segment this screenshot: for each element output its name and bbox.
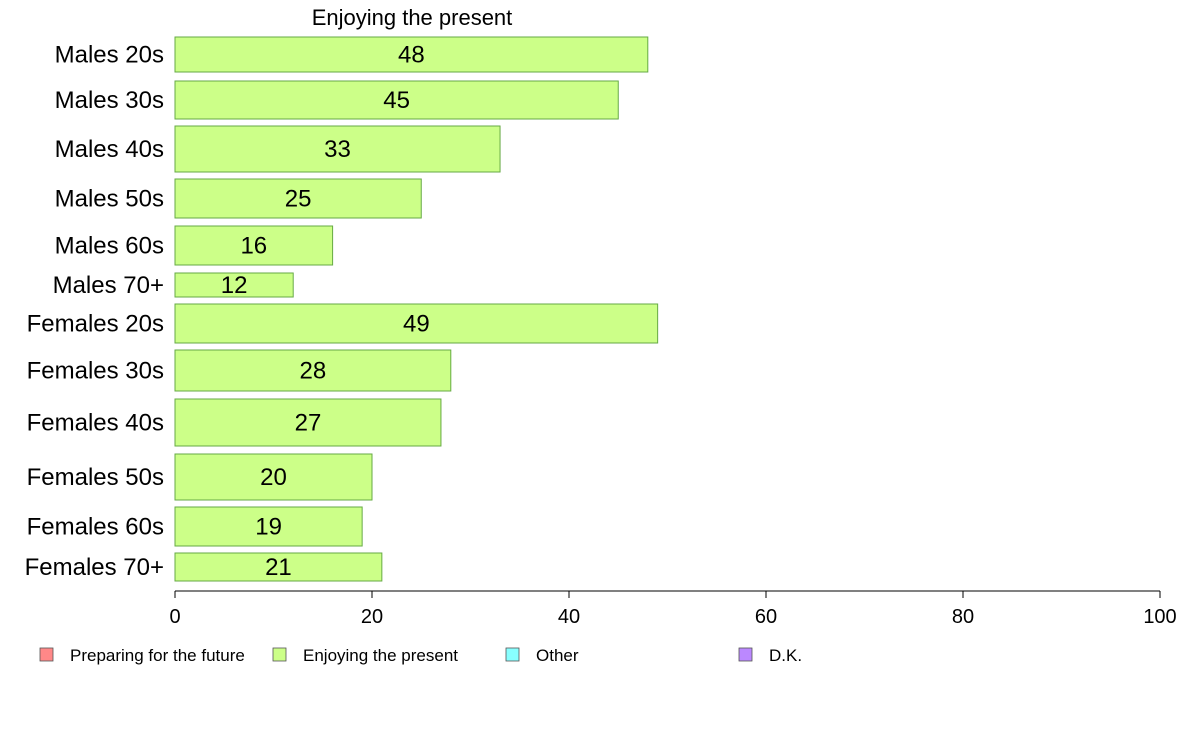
bar <box>174 272 294 298</box>
x-tick-label: 40 <box>558 606 580 628</box>
legend-label: Enjoying the present <box>303 646 458 665</box>
legend-swatch <box>738 647 753 662</box>
category-label: Females 50s <box>27 464 164 491</box>
data-label: 20 <box>260 464 287 491</box>
legend-label: Preparing for the future <box>70 646 245 665</box>
data-label: 21 <box>265 554 292 581</box>
data-label: 33 <box>324 136 351 163</box>
legend-label: D.K. <box>769 646 802 665</box>
category-label: Females 60s <box>27 514 164 541</box>
category-label: Females 20s <box>27 311 164 338</box>
legend-label: Other <box>536 646 579 665</box>
x-tick-label: 20 <box>361 606 383 628</box>
x-axis: 0 20 40 60 80 100 <box>169 590 1177 628</box>
data-label: 16 <box>240 233 267 260</box>
bar <box>174 36 649 73</box>
category-label: Males 50s <box>55 186 164 213</box>
data-label: 48 <box>398 42 425 69</box>
bar <box>174 398 442 447</box>
bar <box>174 506 363 547</box>
chart-title: Enjoying the present <box>312 5 513 30</box>
x-tick-label: 100 <box>1143 606 1176 628</box>
category-label: Females 70+ <box>25 554 164 581</box>
category-label: Females 30s <box>27 358 164 385</box>
x-tick-label: 0 <box>169 606 180 628</box>
data-label: 25 <box>285 186 312 213</box>
legend-swatch <box>505 647 520 662</box>
bar <box>174 178 422 219</box>
data-label: 45 <box>383 87 410 114</box>
category-label: Males 20s <box>55 42 164 69</box>
category-label: Males 60s <box>55 233 164 260</box>
legend-swatch <box>39 647 54 662</box>
category-label: Males 70+ <box>53 272 164 299</box>
x-tick-label: 80 <box>952 606 974 628</box>
legend: Preparing for the future Enjoying the pre… <box>39 646 802 665</box>
data-label: 28 <box>300 358 327 385</box>
bar <box>174 349 452 392</box>
bar <box>174 552 383 582</box>
bar <box>174 303 659 344</box>
bar <box>174 125 501 173</box>
data-label: 12 <box>221 272 248 299</box>
bars-group: Males 20s 48 Males 30s 45 Males 40s 33 Males 5… <box>25 36 659 582</box>
category-label: Males 40s <box>55 136 164 163</box>
category-label: Females 40s <box>27 410 164 437</box>
data-label: 49 <box>403 311 430 338</box>
data-label: 19 <box>255 514 282 541</box>
x-tick-label: 60 <box>755 606 777 628</box>
legend-swatch <box>272 647 287 662</box>
bar <box>174 80 619 120</box>
data-label: 27 <box>295 410 322 437</box>
bar <box>174 453 373 501</box>
bar <box>174 225 334 266</box>
category-label: Males 30s <box>55 87 164 114</box>
